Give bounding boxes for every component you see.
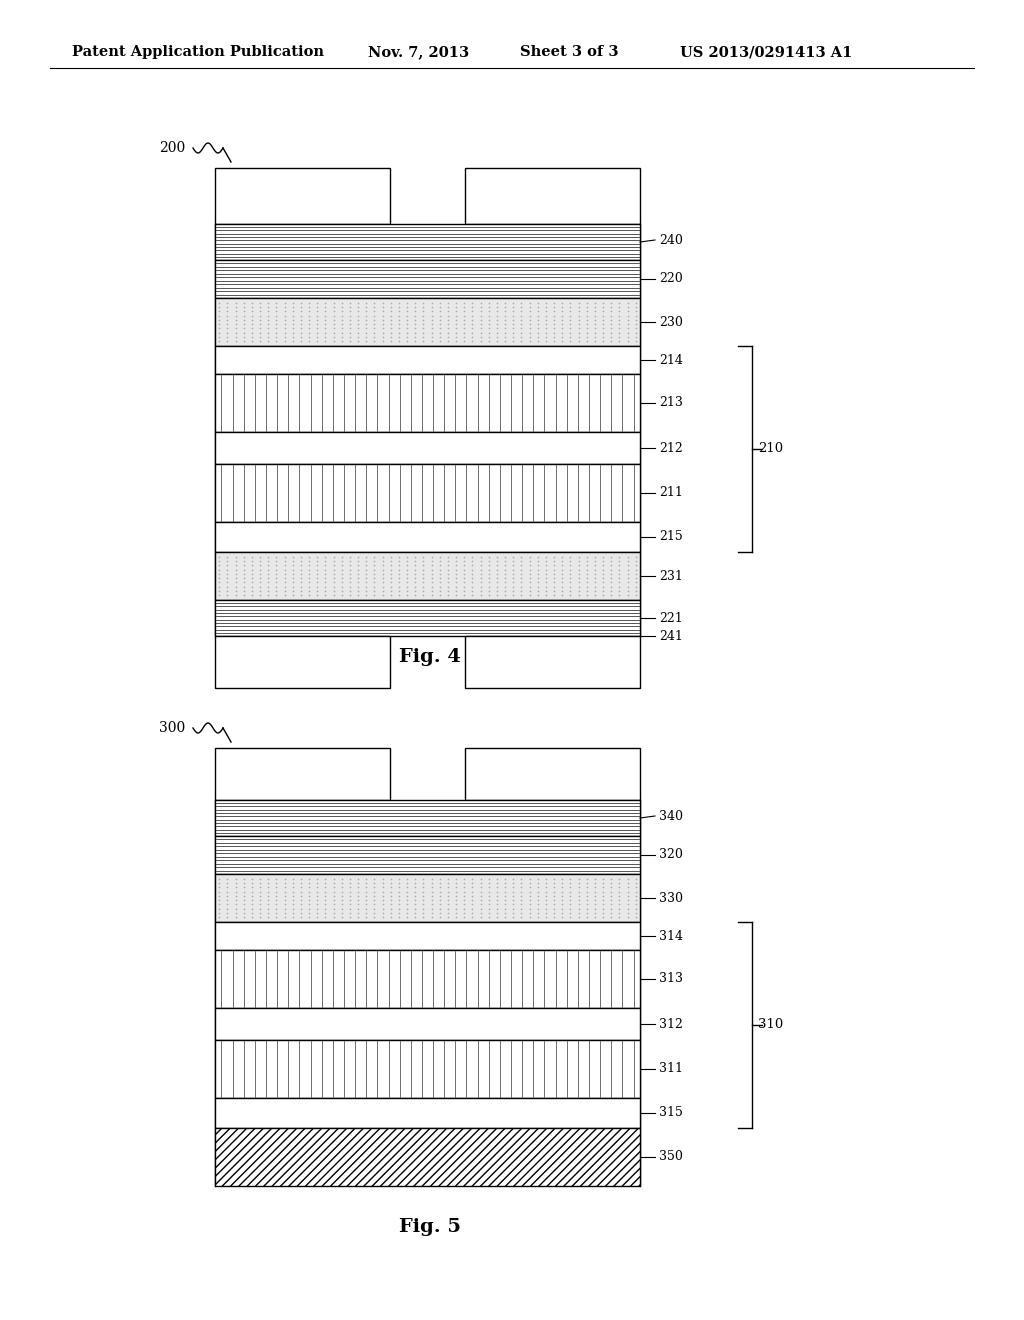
- Bar: [215, 1098, 640, 1129]
- Bar: [215, 1129, 640, 1185]
- Text: US 2013/0291413 A1: US 2013/0291413 A1: [680, 45, 852, 59]
- Bar: [215, 1008, 640, 1040]
- Bar: [215, 298, 640, 346]
- Text: 311: 311: [659, 1063, 683, 1076]
- Text: 340: 340: [659, 809, 683, 822]
- Bar: [215, 1040, 640, 1098]
- Text: 210: 210: [758, 442, 783, 455]
- Bar: [215, 260, 640, 298]
- Text: 330: 330: [659, 891, 683, 904]
- Bar: [215, 346, 640, 374]
- Text: 315: 315: [659, 1106, 683, 1119]
- Bar: [215, 374, 640, 432]
- Bar: [465, 168, 640, 224]
- Text: 214: 214: [659, 354, 683, 367]
- Bar: [215, 465, 640, 521]
- Text: 310: 310: [758, 1019, 783, 1031]
- Text: 300: 300: [159, 721, 185, 735]
- Bar: [215, 168, 390, 224]
- Text: 320: 320: [659, 849, 683, 862]
- Text: 231: 231: [659, 569, 683, 582]
- Text: Nov. 7, 2013: Nov. 7, 2013: [368, 45, 469, 59]
- Text: 240: 240: [659, 234, 683, 247]
- Bar: [215, 800, 640, 836]
- Bar: [215, 521, 640, 552]
- Text: 220: 220: [659, 272, 683, 285]
- Text: 221: 221: [659, 611, 683, 624]
- Text: Sheet 3 of 3: Sheet 3 of 3: [520, 45, 618, 59]
- Text: 313: 313: [659, 973, 683, 986]
- Bar: [215, 836, 640, 874]
- Bar: [215, 874, 640, 921]
- Bar: [215, 224, 640, 260]
- Bar: [215, 601, 640, 636]
- Bar: [215, 921, 640, 950]
- Bar: [215, 636, 390, 688]
- Bar: [215, 950, 640, 1008]
- Bar: [215, 748, 390, 800]
- Text: 200: 200: [159, 141, 185, 154]
- Text: 230: 230: [659, 315, 683, 329]
- Bar: [215, 432, 640, 465]
- Bar: [215, 552, 640, 601]
- Bar: [465, 636, 640, 688]
- Text: 241: 241: [659, 630, 683, 643]
- Text: 312: 312: [659, 1018, 683, 1031]
- Bar: [465, 748, 640, 800]
- Text: 211: 211: [659, 487, 683, 499]
- Text: Patent Application Publication: Patent Application Publication: [72, 45, 324, 59]
- Text: 213: 213: [659, 396, 683, 409]
- Text: 350: 350: [659, 1151, 683, 1163]
- Text: Fig. 4: Fig. 4: [399, 648, 461, 667]
- Text: 215: 215: [659, 531, 683, 544]
- Text: 314: 314: [659, 929, 683, 942]
- Text: Fig. 5: Fig. 5: [399, 1218, 461, 1236]
- Text: 212: 212: [659, 441, 683, 454]
